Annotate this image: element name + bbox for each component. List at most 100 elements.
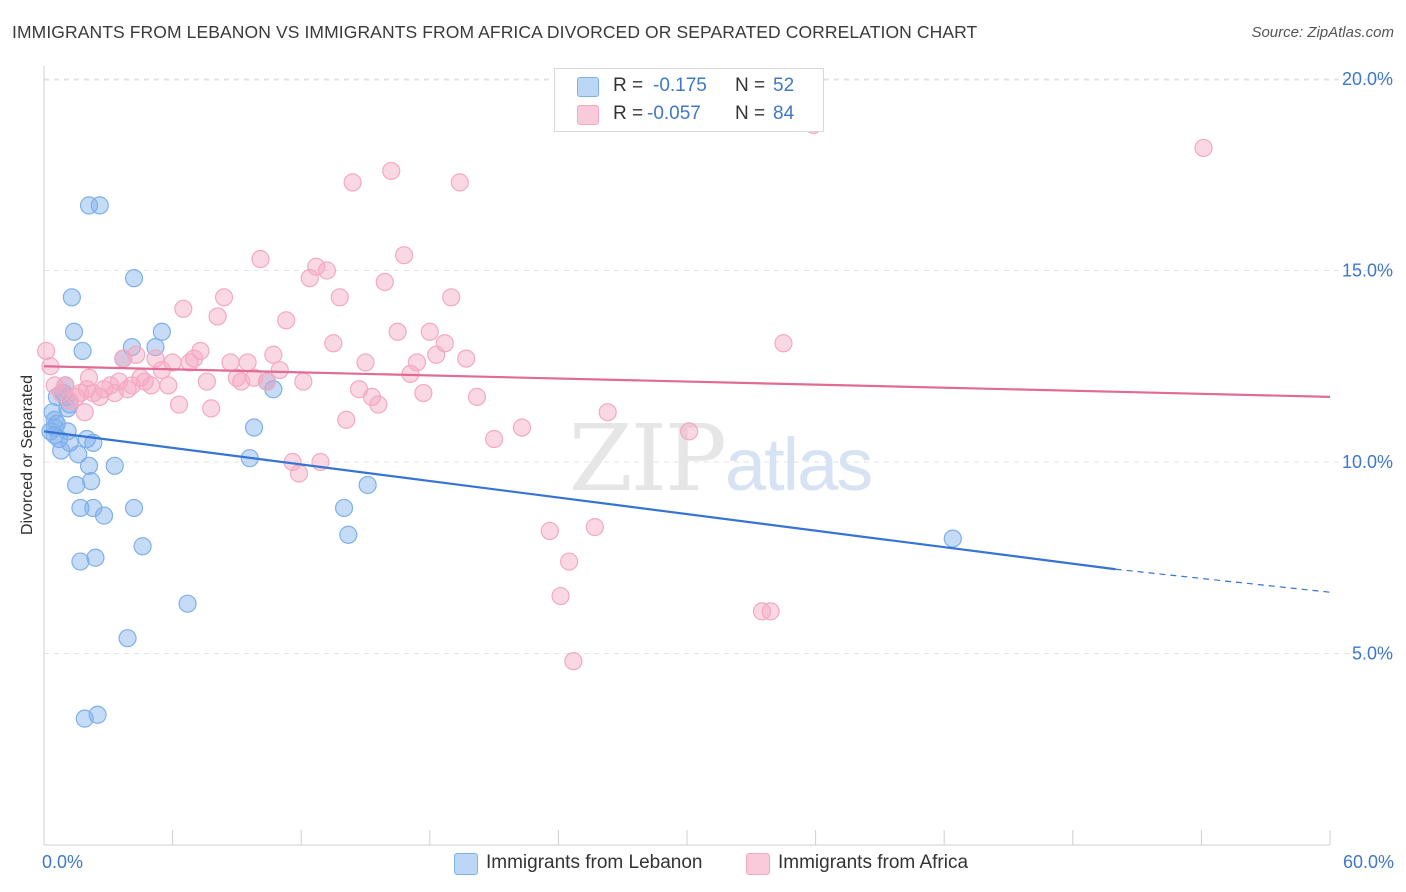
data-point (585, 518, 604, 537)
data-point (67, 475, 86, 495)
legend-n-label: N = (735, 75, 766, 96)
y-tick-label: 20.0% (1342, 69, 1393, 89)
data-point (124, 498, 144, 518)
stats-legend: R = -0.175 N = 52 R = -0.057 N = 84 (554, 68, 824, 132)
data-point (75, 403, 94, 422)
axes (43, 66, 1331, 846)
data-point (307, 257, 326, 276)
legend-r-value: -0.175 (653, 75, 707, 96)
data-point (251, 249, 270, 269)
data-point (257, 372, 277, 391)
data-point (197, 372, 216, 391)
data-point (142, 376, 161, 395)
legend-label-africa: Immigrants from Africa (778, 852, 969, 873)
chart-title: IMMIGRANTS FROM LEBANON VS IMMIGRANTS FR… (12, 22, 978, 42)
data-point (238, 353, 257, 372)
data-point (73, 341, 92, 361)
y-tick-labels: 5.0% 10.0% 15.0% 20.0% (1342, 69, 1393, 664)
data-point (208, 307, 227, 326)
data-point (330, 288, 349, 307)
data-point (369, 395, 388, 414)
y-tick-label: 15.0% (1342, 261, 1393, 281)
legend-swatch-lebanon (454, 853, 478, 875)
data-point (598, 403, 617, 422)
data-point (485, 429, 504, 449)
series-africa (37, 115, 1213, 671)
data-point (564, 652, 583, 671)
series-layer (37, 115, 1331, 728)
data-point (202, 399, 221, 418)
data-point (388, 322, 407, 341)
data-point (457, 349, 476, 368)
x-tick-label-max: 60.0% (1342, 852, 1394, 872)
data-point (294, 372, 313, 391)
data-point (382, 161, 401, 181)
y-tick-label: 5.0% (1352, 644, 1393, 664)
data-point (512, 418, 532, 437)
data-point (90, 196, 109, 215)
y-tick-label: 10.0% (1342, 452, 1393, 472)
data-point (94, 506, 114, 525)
data-point (71, 498, 90, 518)
data-point (407, 353, 427, 372)
data-point (317, 261, 337, 280)
data-point (146, 349, 165, 368)
data-point (71, 552, 90, 571)
data-point (152, 322, 171, 341)
data-point (178, 594, 197, 613)
legend-n-value: 52 (773, 75, 795, 96)
data-point (264, 345, 283, 364)
data-point (77, 380, 96, 399)
data-point (551, 586, 570, 606)
trend-line-lebanon (43, 430, 1116, 571)
data-point (394, 246, 414, 265)
legend-r-label: R = (613, 103, 644, 124)
data-point (943, 529, 962, 548)
data-point (88, 705, 107, 724)
data-point (343, 173, 362, 192)
legend-swatch-lebanon (577, 77, 599, 97)
data-point (334, 498, 354, 518)
data-point (289, 464, 309, 483)
legend-label-lebanon: Immigrants from Lebanon (486, 852, 703, 873)
data-point (1194, 138, 1213, 158)
data-point (358, 475, 377, 495)
data-point (191, 341, 210, 361)
data-point (214, 288, 234, 307)
data-point (127, 345, 146, 364)
trend-line-extension (1115, 568, 1331, 593)
data-point (324, 334, 343, 353)
data-point (300, 269, 319, 288)
legend-row-lebanon: R = -0.175 N = 52 (555, 73, 823, 101)
data-point (435, 334, 454, 353)
data-point (221, 353, 240, 372)
data-point (118, 629, 137, 648)
data-point (337, 410, 356, 429)
data-point (442, 288, 461, 307)
data-point (62, 288, 81, 307)
legend-r-value: -0.057 (647, 103, 701, 124)
data-point (680, 422, 699, 441)
legend-swatch-africa (746, 853, 770, 875)
legend-n-value: 84 (773, 103, 795, 124)
data-point (105, 456, 124, 475)
chart-source: Source: ZipAtlas.com (1251, 24, 1394, 41)
data-point (64, 322, 84, 341)
legend-r-label: R = (613, 75, 644, 96)
data-point (540, 521, 559, 541)
data-point (159, 376, 178, 395)
data-point (174, 299, 193, 318)
legend-swatch-africa (577, 105, 599, 125)
legend-n-label: N = (735, 103, 766, 124)
legend-row-africa: R = -0.057 N = 84 (555, 101, 823, 129)
data-point (375, 272, 394, 292)
data-point (45, 410, 64, 429)
data-point (450, 173, 469, 192)
watermark: ZIPatlas (569, 405, 871, 512)
data-point (356, 353, 375, 372)
data-point (420, 322, 439, 341)
data-point (774, 334, 793, 353)
data-point (414, 383, 433, 403)
series-legend: Immigrants from Lebanon Immigrants from … (0, 852, 1406, 878)
